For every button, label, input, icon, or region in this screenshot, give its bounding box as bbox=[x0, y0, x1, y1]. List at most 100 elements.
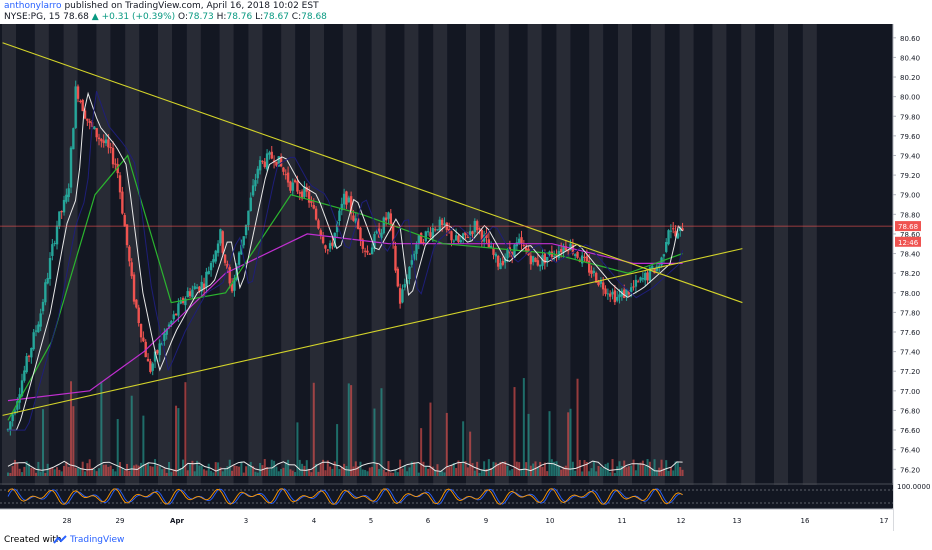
volume-bar bbox=[340, 467, 343, 476]
volume-bar bbox=[193, 471, 196, 476]
volume-bar bbox=[417, 472, 420, 476]
candle-body bbox=[193, 286, 196, 290]
volume-bar bbox=[217, 462, 220, 476]
session-band bbox=[281, 24, 296, 508]
volume-bar bbox=[14, 459, 17, 476]
candle-body bbox=[300, 191, 304, 199]
candle-body bbox=[79, 100, 82, 102]
candle-body bbox=[188, 291, 192, 296]
candle-body bbox=[359, 227, 362, 241]
open-label: O: bbox=[178, 12, 189, 22]
volume-bar bbox=[658, 467, 661, 476]
volume-bar bbox=[289, 469, 292, 476]
candle-body bbox=[482, 234, 486, 242]
candle-body bbox=[634, 279, 638, 287]
candle-body bbox=[431, 227, 435, 239]
candle-body bbox=[202, 283, 206, 290]
symbol-label[interactable]: NYSE:PG, 15 bbox=[4, 12, 61, 22]
candle-body bbox=[244, 224, 248, 236]
candle-body bbox=[72, 128, 75, 150]
volume-bar bbox=[352, 466, 355, 476]
candle-body bbox=[529, 255, 533, 265]
low-label: L: bbox=[255, 12, 264, 22]
volume-bar bbox=[56, 467, 59, 476]
candle-body bbox=[408, 266, 411, 280]
candle-body bbox=[466, 236, 470, 238]
candle-body bbox=[11, 414, 14, 422]
volume-bar bbox=[394, 469, 397, 476]
volume-bar bbox=[403, 465, 406, 476]
candle-body bbox=[464, 231, 467, 236]
volume-bar bbox=[70, 381, 73, 476]
candle-body bbox=[65, 194, 68, 202]
candle-body bbox=[599, 280, 603, 284]
candle-body bbox=[95, 128, 98, 138]
volume-bar bbox=[277, 471, 280, 476]
tradingview-brand[interactable]: TradingView bbox=[70, 535, 125, 545]
candle-body bbox=[277, 156, 280, 167]
candle-body bbox=[641, 277, 645, 280]
session-band bbox=[679, 24, 694, 508]
candle-body bbox=[524, 247, 528, 251]
last-price: 78.68 bbox=[63, 12, 89, 22]
candle-body bbox=[412, 253, 416, 260]
volume-bar bbox=[375, 462, 378, 476]
candle-body bbox=[209, 263, 213, 271]
candle-body bbox=[461, 233, 465, 240]
candle-body bbox=[501, 261, 505, 265]
volume-bar bbox=[310, 472, 313, 476]
session-band bbox=[186, 24, 201, 508]
time-tick-label: 9 bbox=[484, 517, 488, 525]
candle-body bbox=[646, 272, 649, 281]
candle-body bbox=[534, 257, 537, 262]
volume-bar bbox=[368, 467, 371, 476]
candle-body bbox=[254, 180, 257, 187]
candle-body bbox=[644, 272, 647, 281]
volume-bar bbox=[130, 395, 133, 476]
time-axis bbox=[0, 509, 893, 531]
volume-bar bbox=[436, 464, 439, 476]
volume-bar bbox=[499, 461, 502, 476]
volume-bar bbox=[137, 465, 140, 476]
volume-bar bbox=[303, 465, 306, 476]
author-link[interactable]: anthonylarro bbox=[4, 1, 62, 11]
candle-body bbox=[179, 300, 182, 304]
candle-body bbox=[665, 242, 668, 252]
candle-body bbox=[485, 233, 488, 238]
volume-bar bbox=[513, 387, 516, 476]
time-tick-label: 11 bbox=[618, 517, 627, 525]
candle-body bbox=[214, 250, 217, 262]
volume-bar bbox=[53, 469, 56, 476]
candle-body bbox=[429, 232, 432, 237]
candle-body bbox=[585, 256, 589, 262]
time-tick-label: Apr bbox=[170, 517, 184, 525]
volume-bar bbox=[466, 467, 469, 476]
candle-body bbox=[314, 208, 318, 220]
candle-body bbox=[583, 256, 586, 258]
candle-body bbox=[370, 247, 374, 255]
price-chart[interactable]: 80.60 80.40 80.20 80.00 79.80 79.60 79.40 79.20… bbox=[0, 24, 932, 531]
candle-body bbox=[655, 266, 659, 271]
footer: Created with TradingView bbox=[0, 531, 932, 550]
price-change: +0.31 (+0.39%) bbox=[101, 12, 176, 22]
volume-bar bbox=[441, 471, 444, 476]
volume-bar bbox=[506, 465, 509, 476]
session-band bbox=[527, 24, 542, 508]
volume-bar bbox=[184, 382, 187, 476]
volume-bar bbox=[287, 459, 290, 476]
candle-body bbox=[380, 232, 383, 238]
volume-bar bbox=[420, 428, 423, 476]
volume-bar bbox=[560, 469, 563, 476]
volume-bar bbox=[28, 463, 31, 476]
candle-body bbox=[522, 245, 526, 247]
volume-bar bbox=[235, 466, 238, 476]
volume-bar bbox=[25, 461, 28, 476]
candle-body bbox=[468, 231, 472, 236]
volume-bar bbox=[254, 471, 257, 476]
candle-body bbox=[555, 254, 558, 257]
candle-body bbox=[146, 358, 150, 362]
volume-bar bbox=[39, 471, 42, 476]
volume-bar bbox=[338, 469, 341, 476]
candle-body bbox=[331, 242, 334, 246]
candle-body bbox=[520, 237, 523, 244]
